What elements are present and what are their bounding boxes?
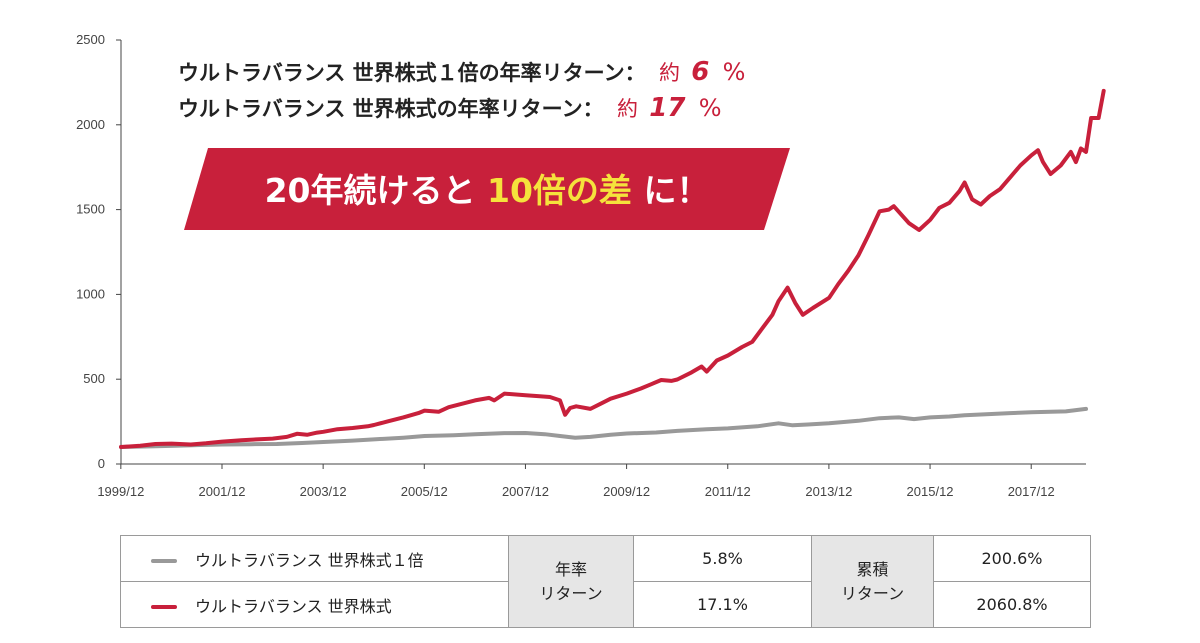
x-tick-label: 1999/12 xyxy=(97,484,144,499)
line-chart: 0 500 1000 1500 2000 2500 1999/12 2001/12 2003/1… xyxy=(76,32,1106,499)
annotation-line-2-unit: % xyxy=(699,94,722,122)
chart-lines xyxy=(119,88,1106,449)
chart-axes: 0 500 1000 1500 2000 2500 1999/12 2001/12 2003/1… xyxy=(76,32,1086,499)
annual-return-value: 17.1% xyxy=(633,581,812,628)
cumulative-return-header: 累積 リターン xyxy=(811,535,934,628)
banner-text: 20年続けると 10倍の差 に！ xyxy=(265,171,710,210)
gray-line-swatch xyxy=(151,559,177,563)
annotation-line-1-unit: % xyxy=(723,58,746,86)
annual-return-header: 年率 リターン xyxy=(508,535,634,628)
x-tick-label: 2013/12 xyxy=(805,484,852,499)
x-tick-label: 2011/12 xyxy=(705,484,751,499)
y-tick-label: 1500 xyxy=(76,202,105,217)
x-tick-label: 2005/12 xyxy=(401,484,448,499)
y-tick-label: 500 xyxy=(83,371,105,386)
y-tick-label: 2500 xyxy=(76,32,105,47)
y-tick-label: 0 xyxy=(98,456,105,471)
annotation-line-1-label: ウルトラバランス 世界株式１倍の年率リターン： xyxy=(178,61,646,85)
series-cell: ウルトラバランス 世界株式 xyxy=(120,581,509,628)
annotation-line-2-value: 17 xyxy=(649,93,686,123)
banner-text-part1: 20年続けると xyxy=(265,171,476,210)
annotation-line-1-value: 6 xyxy=(691,57,709,87)
series-cell: ウルトラバランス 世界株式１倍 xyxy=(120,535,509,582)
x-tick-label: 2015/12 xyxy=(907,484,954,499)
series-line-1x xyxy=(119,406,1088,449)
annotation-line-2-label: ウルトラバランス 世界株式の年率リターン： xyxy=(178,97,604,121)
annotation-line-2-prefix: 約 xyxy=(617,97,638,121)
cumulative-return-value: 2060.8% xyxy=(933,581,1091,628)
annotation-line-1: ウルトラバランス 世界株式１倍の年率リターン： 約 6 % xyxy=(178,57,745,87)
y-tick-label: 2000 xyxy=(76,117,105,132)
series-label: ウルトラバランス 世界株式 xyxy=(195,596,392,616)
x-tick-label: 2003/12 xyxy=(300,484,347,499)
highlight-banner xyxy=(184,148,790,230)
red-line-swatch xyxy=(151,605,177,609)
banner-text-highlight: 10倍の差 xyxy=(487,171,632,210)
annotation-line-1-prefix: 約 xyxy=(659,61,680,85)
series-line-ultra xyxy=(119,88,1106,449)
y-tick-label: 1000 xyxy=(76,286,105,301)
x-tick-label: 2001/12 xyxy=(198,484,245,499)
cumulative-return-value: 200.6% xyxy=(933,535,1091,582)
annotation-line-2: ウルトラバランス 世界株式の年率リターン： 約 17 % xyxy=(178,93,722,123)
table-row: ウルトラバランス 世界株式 17.1% 2060.8% xyxy=(120,581,1091,628)
return-summary-table: ウルトラバランス 世界株式１倍 年率 リターン 5.8% 累積 リターン 200.6… xyxy=(120,535,1091,628)
x-tick-label: 2007/12 xyxy=(502,484,549,499)
banner-text-part2: に！ xyxy=(643,171,709,210)
series-label: ウルトラバランス 世界株式１倍 xyxy=(195,550,424,570)
x-tick-label: 2009/12 xyxy=(603,484,650,499)
table-row: ウルトラバランス 世界株式１倍 年率 リターン 5.8% 累積 リターン 200.6… xyxy=(120,535,1091,628)
x-tick-label: 2017/12 xyxy=(1008,484,1055,499)
annual-return-value: 5.8% xyxy=(633,535,812,582)
